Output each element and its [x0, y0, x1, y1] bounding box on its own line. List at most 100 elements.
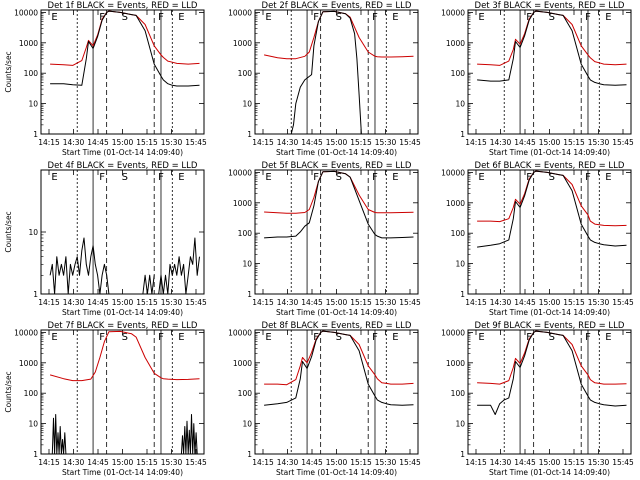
- x-axis-label: Start Time (01-Oct-14 14:09:40): [489, 148, 610, 157]
- events-series-line: [477, 10, 627, 86]
- x-tick-label: 15:15: [350, 458, 372, 467]
- chart-title: Det 3f BLACK = Events, RED = LLD: [475, 1, 625, 11]
- x-tick-label: 14:30: [63, 458, 85, 467]
- plot-frame: [254, 9, 419, 135]
- x-axis-label: Start Time (01-Oct-14 14:09:40): [276, 468, 397, 477]
- events-series-line: [158, 237, 200, 295]
- region-label: E: [478, 12, 484, 23]
- region-label: F: [526, 332, 532, 343]
- y-tick-label: 1: [247, 290, 252, 299]
- region-label: F: [158, 12, 164, 23]
- x-axis-label: Start Time (01-Oct-14 14:09:40): [276, 308, 397, 317]
- region-label: F: [585, 332, 591, 343]
- y-tick-label: 100: [238, 389, 253, 398]
- region-label: E: [265, 332, 271, 343]
- events-series-line: [264, 330, 414, 406]
- region-label: E: [265, 172, 271, 183]
- events-series-line: [142, 274, 155, 295]
- y-tick-label: 10: [455, 100, 465, 109]
- x-tick-label: 15:00: [539, 458, 561, 467]
- x-tick-label: 15:45: [399, 298, 421, 307]
- x-tick-label: 15:30: [375, 458, 397, 467]
- region-label: S: [122, 172, 128, 183]
- x-tick-label: 15:00: [112, 458, 134, 467]
- region-label: F: [585, 172, 591, 183]
- y-tick-label: 100: [451, 389, 466, 398]
- x-tick-label: 15:30: [588, 458, 610, 467]
- x-tick-label: 14:30: [277, 458, 299, 467]
- lld-series-line: [49, 330, 200, 382]
- region-label: E: [605, 172, 611, 183]
- x-tick-label: 15:45: [185, 298, 207, 307]
- region-label: F: [99, 332, 105, 343]
- y-tick-label: 100: [24, 389, 39, 398]
- chart-title: Det 4f BLACK = Events, RED = LLD: [48, 161, 198, 171]
- region-label: S: [336, 332, 342, 343]
- x-tick-label: 15:00: [326, 458, 348, 467]
- events-series-line: [264, 170, 414, 239]
- x-tick-label: 14:45: [514, 458, 536, 467]
- events-series-line: [180, 414, 198, 455]
- y-tick-label: 10: [242, 420, 252, 429]
- region-label: E: [392, 172, 398, 183]
- y-tick-label: 1000: [19, 359, 38, 368]
- region-label: E: [605, 332, 611, 343]
- x-tick-label: 14:30: [63, 298, 85, 307]
- y-tick-label: 1000: [233, 39, 252, 48]
- region-label: E: [392, 332, 398, 343]
- x-tick-label: 14:15: [252, 138, 274, 147]
- plot-frame: [467, 169, 632, 295]
- chart-title: Det 1f BLACK = Events, RED = LLD: [48, 1, 198, 11]
- chart-title: Det 9f BLACK = Events, RED = LLD: [475, 321, 625, 331]
- x-axis-label: Start Time (01-Oct-14 14:09:40): [62, 308, 183, 317]
- region-label: E: [178, 172, 184, 183]
- x-tick-label: 14:15: [465, 458, 487, 467]
- y-tick-label: 10000: [228, 328, 252, 337]
- region-label: S: [549, 172, 555, 183]
- x-tick-label: 15:45: [612, 138, 634, 147]
- region-label: F: [99, 12, 105, 23]
- y-tick-label: 1000: [446, 39, 465, 48]
- x-tick-label: 15:30: [375, 138, 397, 147]
- y-tick-label: 10: [28, 100, 38, 109]
- x-tick-label: 14:15: [38, 298, 60, 307]
- x-tick-label: 14:45: [301, 458, 323, 467]
- x-tick-label: 14:30: [277, 138, 299, 147]
- y-axis-label: Counts/sec: [4, 371, 13, 412]
- x-tick-label: 15:15: [563, 458, 585, 467]
- x-tick-label: 15:15: [136, 298, 158, 307]
- region-label: E: [51, 332, 57, 343]
- x-tick-label: 14:15: [465, 138, 487, 147]
- y-tick-label: 1: [33, 290, 38, 299]
- y-tick-label: 1000: [233, 359, 252, 368]
- x-tick-label: 15:30: [161, 458, 183, 467]
- x-tick-label: 14:15: [252, 458, 274, 467]
- y-tick-label: 1: [247, 450, 252, 459]
- x-tick-label: 15:00: [326, 138, 348, 147]
- y-tick-label: 100: [24, 69, 39, 78]
- x-tick-label: 15:45: [399, 458, 421, 467]
- y-tick-label: 1: [460, 450, 465, 459]
- chart-title: Det 2f BLACK = Events, RED = LLD: [262, 1, 412, 11]
- x-tick-label: 14:30: [277, 298, 299, 307]
- region-label: F: [372, 332, 378, 343]
- chart-panel-1: Det 1f BLACK = Events, RED = LLD Counts/s…: [4, 1, 207, 157]
- region-label: F: [313, 172, 319, 183]
- chart-panel-8: Det 8f BLACK = Events, RED = LLD Start Ti…: [228, 321, 421, 477]
- events-series-line: [264, 10, 362, 135]
- chart-title: Det 7f BLACK = Events, RED = LLD: [48, 321, 198, 331]
- region-label: F: [158, 332, 164, 343]
- region-label: E: [392, 12, 398, 23]
- region-label: E: [478, 172, 484, 183]
- region-label: E: [178, 12, 184, 23]
- plot-frame: [254, 169, 419, 295]
- x-tick-label: 14:15: [38, 458, 60, 467]
- x-axis-label: Start Time (01-Oct-14 14:09:40): [489, 308, 610, 317]
- region-label: S: [122, 332, 128, 343]
- chart-panel-4: Det 4f BLACK = Events, RED = LLD Counts/s…: [4, 161, 207, 317]
- x-tick-label: 15:15: [136, 458, 158, 467]
- events-series-line: [477, 170, 627, 248]
- plot-frame: [467, 329, 632, 455]
- region-label: F: [372, 172, 378, 183]
